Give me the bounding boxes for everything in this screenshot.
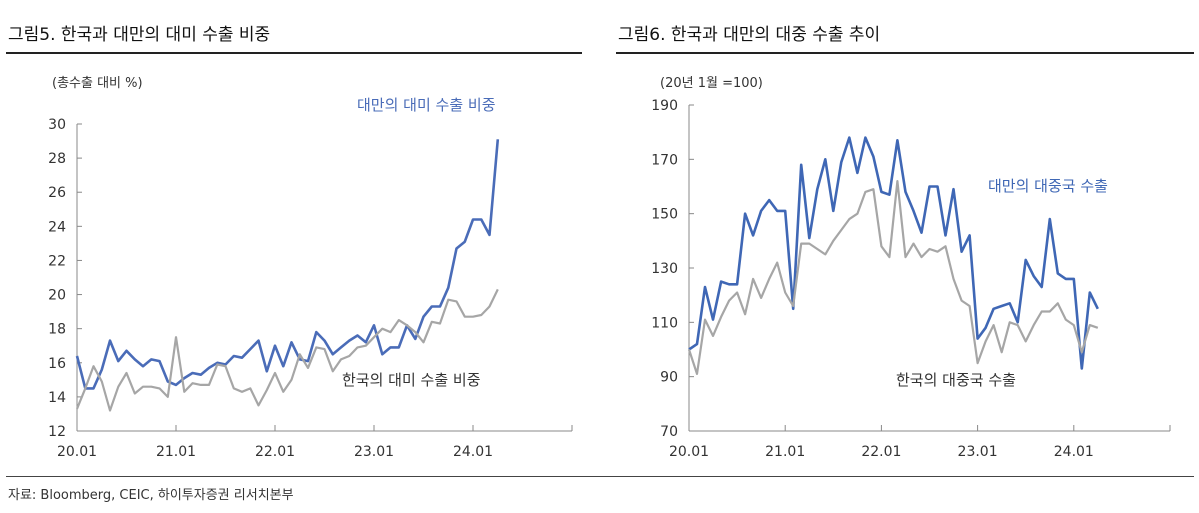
chart2: 70 90 110 130 150 170 190 20.01 21.01 22.01 23.01 2…: [651, 98, 1171, 460]
series-line-korea: [687, 180, 1099, 375]
y-tick-label: 26: [48, 185, 66, 201]
source-note: 자료: Bloomberg, CEIC, 하이투자증권 리서치본부: [8, 488, 294, 503]
y-tick-label: 28: [48, 151, 66, 167]
y-tick-label: 170: [651, 152, 678, 168]
series-line-taiwan: [688, 136, 1099, 370]
chart1: 12 14 16 18 20 22 24 26 28 30 20.01 21.01 22.01 23.01…: [48, 96, 573, 460]
chart2-unit-label: (20년 1월 =100): [660, 76, 763, 91]
y-tick-label: 24: [48, 219, 66, 235]
chart1-unit-label: (총수출 대비 %): [52, 76, 143, 91]
chart1-title-rule: [6, 52, 582, 54]
x-tick-label: 20.01: [57, 444, 97, 460]
y-tick-label: 130: [651, 261, 678, 277]
x-tick-label: 23.01: [958, 444, 998, 460]
x-tick-label: 23.01: [354, 444, 394, 460]
y-tick-label: 12: [48, 424, 66, 440]
y-tick-label: 190: [651, 98, 678, 114]
y-tick-label: 70: [660, 424, 678, 440]
y-tick-label: 16: [48, 356, 66, 372]
chart1-title: 그림5. 한국과 대만의 대미 수출 비중: [8, 25, 271, 45]
x-tick-label: 22.01: [255, 444, 295, 460]
series-label-korea: 한국의 대미 수출 비중: [342, 371, 481, 389]
y-tick-label: 90: [660, 370, 678, 386]
y-tick-label: 30: [48, 117, 66, 133]
x-tick-label: 20.01: [669, 444, 709, 460]
y-tick-label: 22: [48, 253, 66, 269]
x-tick-label: 21.01: [765, 444, 805, 460]
series-label-korea: 한국의 대중국 수출: [896, 371, 1016, 389]
series-line-taiwan: [75, 139, 500, 390]
y-tick-label: 110: [651, 315, 678, 331]
series-label-taiwan: 대만의 대중국 수출: [988, 177, 1108, 195]
y-tick-label: 18: [48, 322, 66, 338]
series-line-korea: [75, 288, 499, 412]
x-tick-label: 24.01: [1054, 444, 1094, 460]
y-tick-label: 150: [651, 207, 678, 223]
x-tick-label: 24.01: [453, 444, 493, 460]
y-tick-label: 20: [48, 288, 66, 304]
chart2-title: 그림6. 한국과 대만의 대중 수출 추이: [618, 25, 881, 45]
series-label-taiwan: 대만의 대미 수출 비중: [357, 96, 496, 114]
x-tick-label: 22.01: [861, 444, 901, 460]
x-tick-label: 21.01: [156, 444, 196, 460]
chart2-title-rule: [616, 52, 1194, 54]
footer-rule: [6, 476, 1194, 477]
y-tick-label: 14: [48, 390, 66, 406]
